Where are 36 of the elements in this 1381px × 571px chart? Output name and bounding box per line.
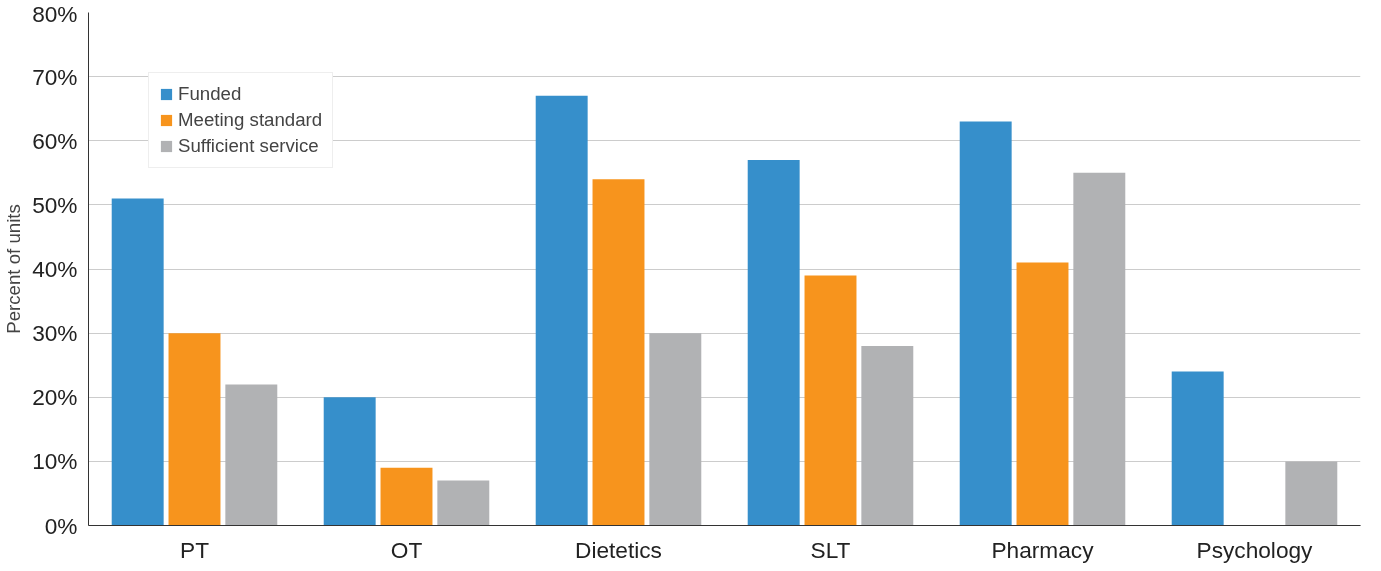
y-tick-label: 10% [32, 448, 78, 475]
bar [1073, 172, 1126, 526]
bar [1285, 461, 1338, 526]
x-tick-label: Psychology [1196, 536, 1314, 563]
bar [747, 159, 800, 526]
bar [1171, 371, 1224, 526]
bar [1016, 262, 1069, 526]
bar [959, 121, 1012, 526]
y-tick-label: 0% [44, 512, 78, 539]
x-tick-label: Pharmacy [991, 536, 1095, 563]
bar [111, 198, 164, 526]
x-tick-label: Dietetics [575, 536, 662, 563]
y-axis-title: Percent of units [3, 204, 25, 334]
legend-label: Sufficient service [178, 135, 319, 157]
bar [649, 333, 702, 526]
y-tick-label: 50% [32, 191, 78, 218]
y-tick-label: 70% [32, 63, 78, 90]
y-tick-label: 40% [32, 256, 78, 282]
bar [168, 333, 221, 526]
bar [225, 384, 278, 526]
y-tick-label: 80% [32, 0, 78, 27]
bar [380, 467, 433, 526]
bar [535, 95, 588, 526]
y-tick-label: 30% [32, 320, 78, 347]
bar [592, 179, 645, 526]
legend-label: Meeting standard [178, 109, 323, 131]
bar [437, 480, 490, 526]
y-tick-label: 60% [32, 127, 78, 154]
bar [323, 397, 376, 526]
y-tick-label: 20% [32, 384, 78, 411]
x-tick-label: PT [180, 536, 210, 563]
x-tick-label: OT [390, 536, 423, 563]
x-tick-label: SLT [810, 536, 851, 563]
legend-label: Funded [178, 83, 242, 105]
bar [861, 345, 914, 526]
bar [804, 275, 857, 526]
